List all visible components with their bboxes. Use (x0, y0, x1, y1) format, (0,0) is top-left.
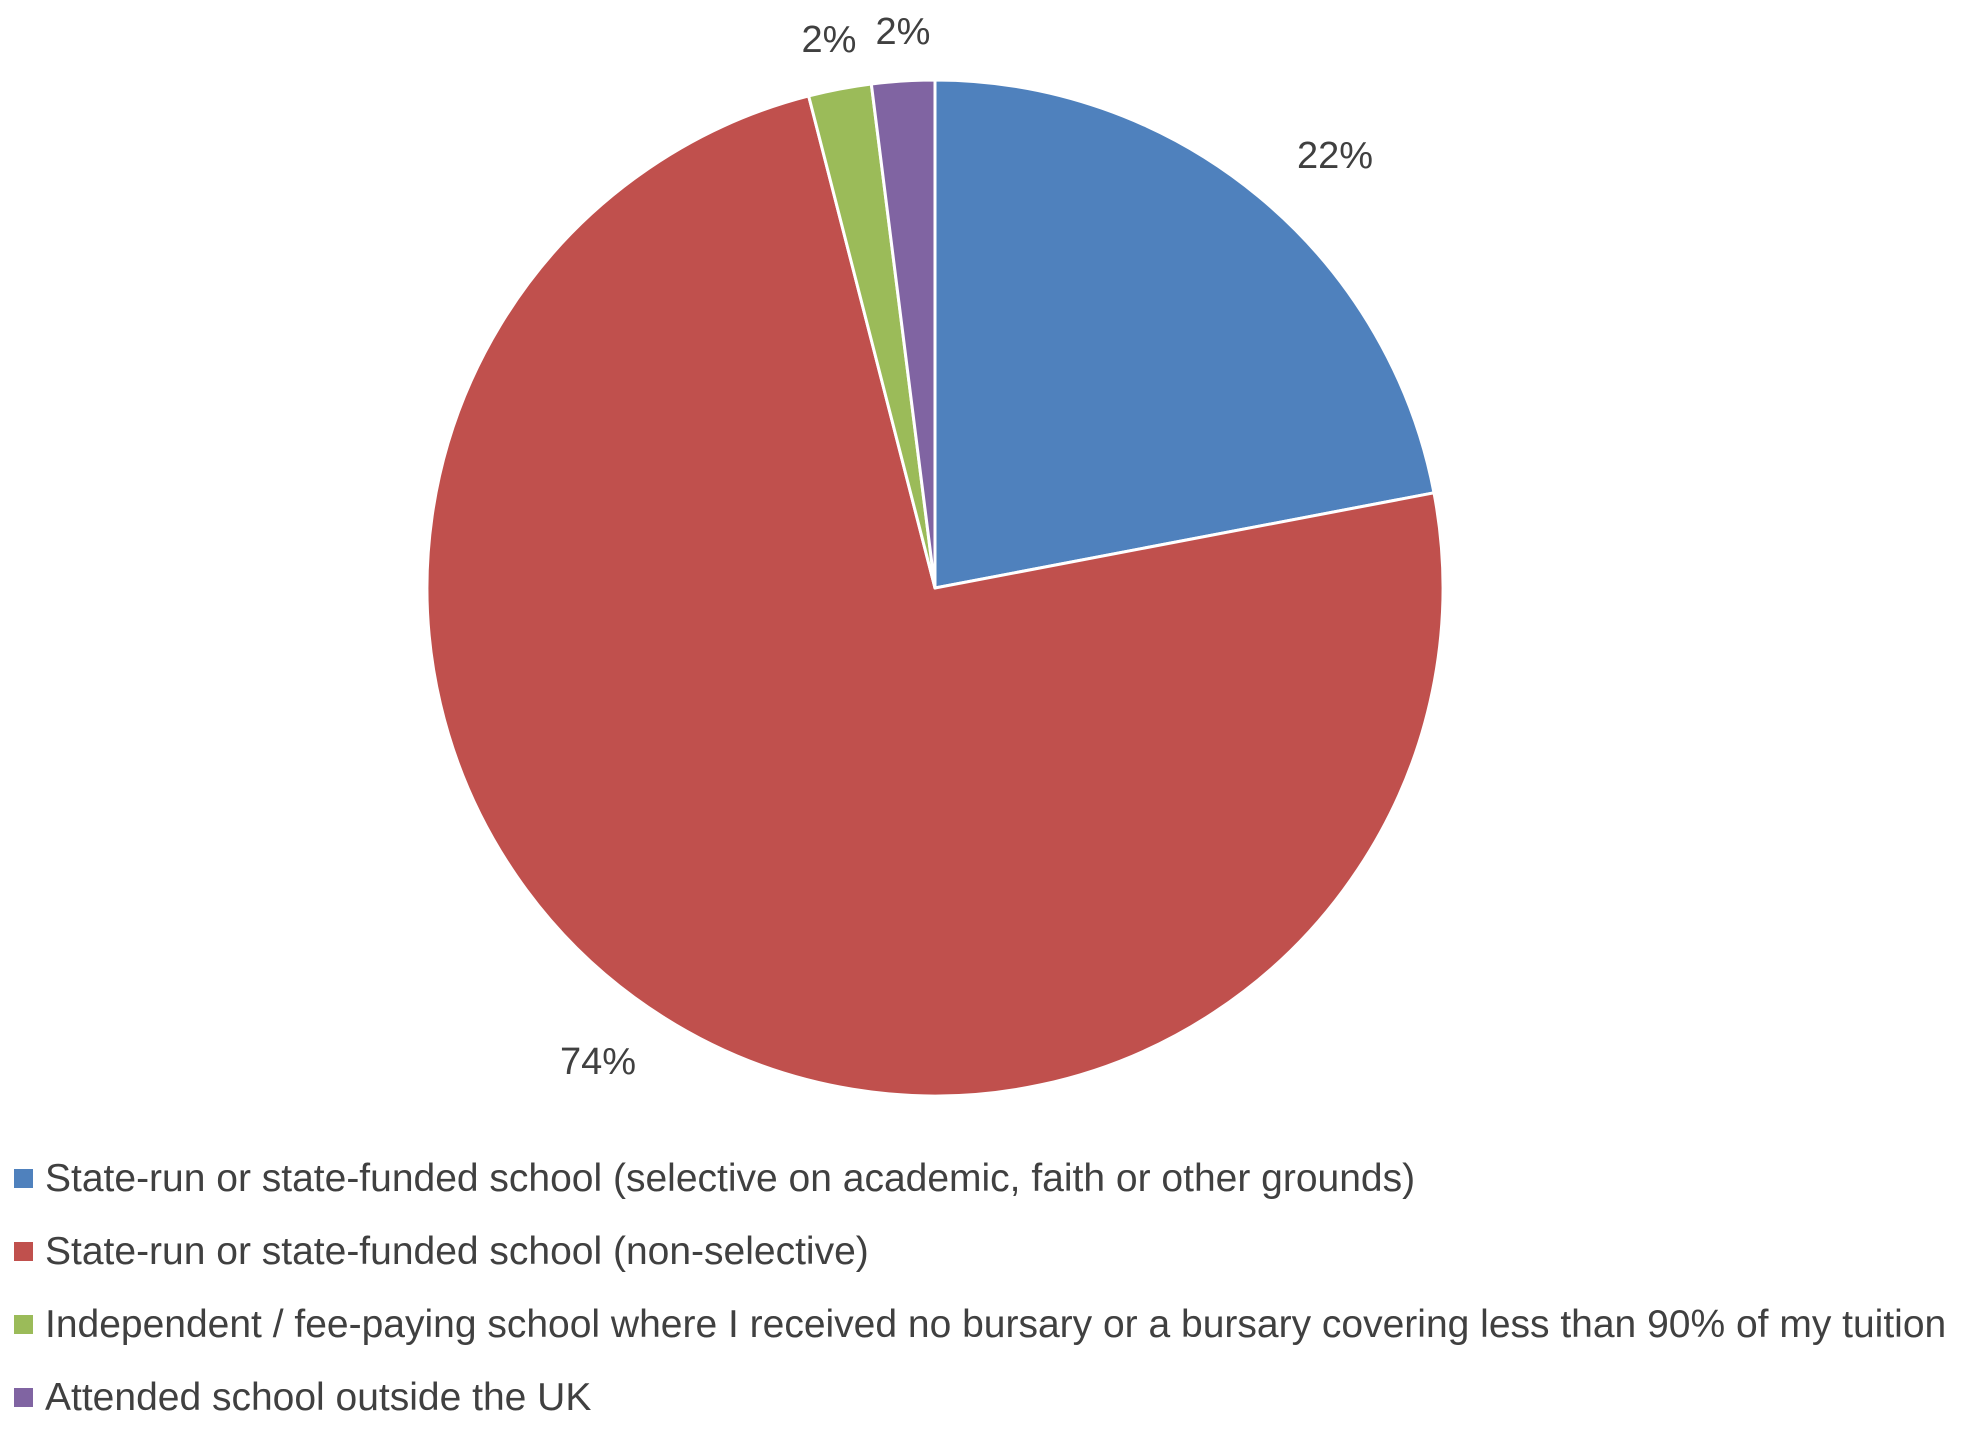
legend-label: Independent / fee-paying school where I … (45, 1303, 1947, 1346)
data-label-slice-0: 22% (1297, 135, 1373, 177)
legend-item: Independent / fee-paying school where I … (14, 1288, 1964, 1361)
legend-label: State-run or state-funded school (select… (45, 1157, 1416, 1200)
pie-chart: 22% 74% 2% 2% (425, 11, 1445, 1098)
legend-item: State-run or state-funded school (select… (14, 1142, 1964, 1215)
data-label-slice-1: 74% (560, 1041, 636, 1083)
pie-slices (425, 78, 1445, 1098)
data-label-slice-2: 2% (802, 19, 857, 61)
legend-swatch-icon (14, 1169, 33, 1188)
legend-label: Attended school outside the UK (45, 1376, 592, 1419)
legend-swatch-icon (14, 1242, 33, 1261)
legend: State-run or state-funded school (select… (14, 1142, 1964, 1434)
pie-data-labels: 22% 74% 2% 2% (560, 11, 1373, 1083)
legend-item: State-run or state-funded school (non-se… (14, 1215, 1964, 1288)
data-label-slice-3: 2% (876, 11, 931, 53)
pie-slice-1 (425, 94, 1445, 1098)
pie-slice-0 (933, 78, 1436, 590)
legend-item: Attended school outside the UK (14, 1361, 1964, 1434)
legend-label: State-run or state-funded school (non-se… (45, 1230, 869, 1273)
legend-swatch-icon (14, 1315, 33, 1334)
pie-slice-3 (869, 78, 937, 590)
pie-chart-svg: 22% 74% 2% 2% (425, 11, 1445, 1098)
legend-swatch-icon (14, 1388, 33, 1407)
